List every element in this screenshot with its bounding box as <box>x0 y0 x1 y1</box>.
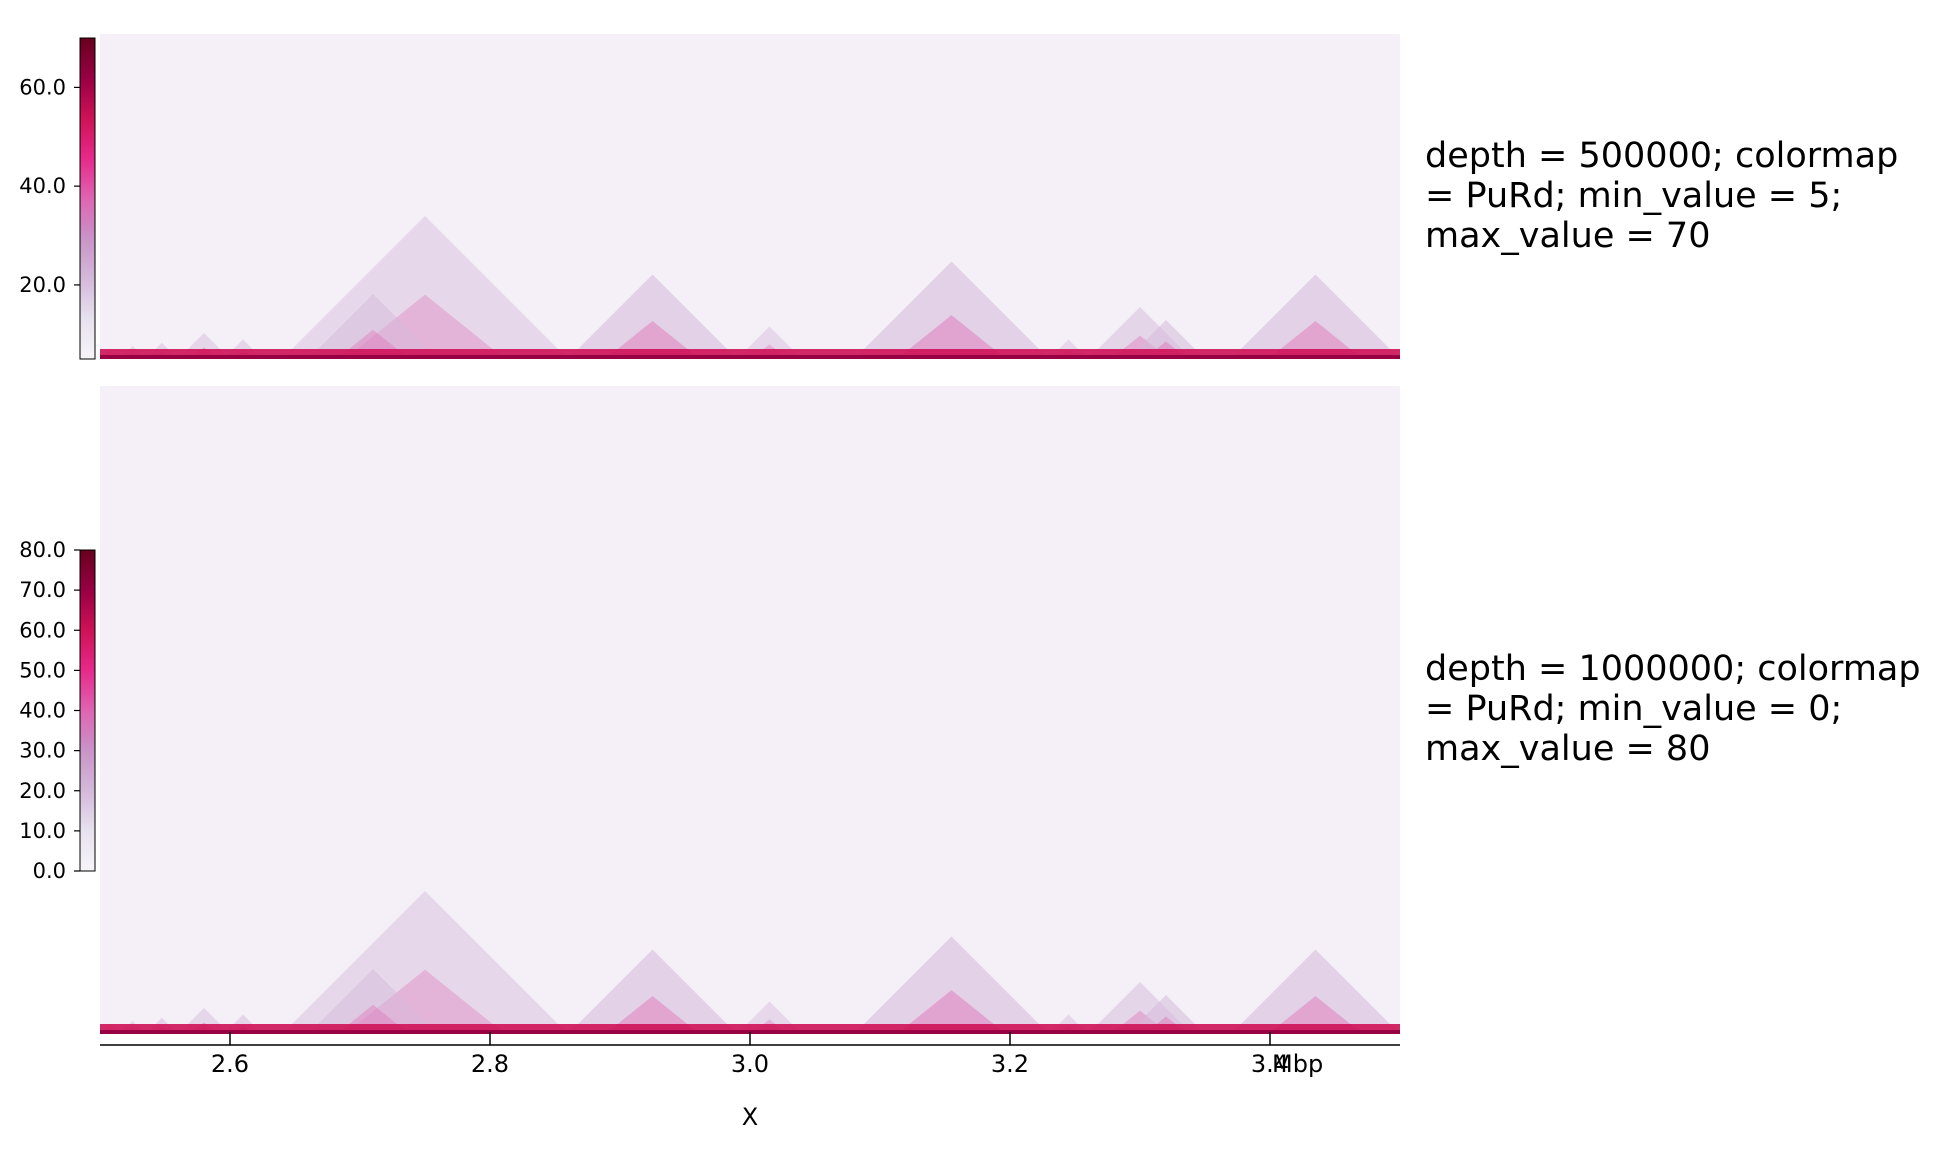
colorbar-2-ticks: 0.0 10.0 20.0 30.0 40.0 50.0 60.0 70.0 80.0 <box>19 538 80 883</box>
domain-core <box>896 315 1007 359</box>
colorbar-tick-label: 70.0 <box>19 578 66 602</box>
colorbar-tick-label: 20.0 <box>19 273 66 297</box>
domain-triangle <box>854 936 1049 1034</box>
colorbar-tick-label: 0.0 <box>33 859 66 883</box>
diagonal-band <box>100 1024 1400 1034</box>
colorbar-tick-label: 80.0 <box>19 538 66 562</box>
colorbar-tick-label: 60.0 <box>19 618 66 642</box>
colorbar-tick-label: 10.0 <box>19 819 66 843</box>
domain-triangle <box>1231 274 1400 359</box>
domain-triangle <box>1231 949 1400 1034</box>
domain-triangle <box>308 294 438 359</box>
track-2-label: depth = 1000000; colormap = PuRd; min_va… <box>1425 649 1932 769</box>
diagonal-band <box>100 349 1400 359</box>
x-tick-label: 3.0 <box>731 1050 769 1078</box>
colorbar-tick-label: 40.0 <box>19 174 66 198</box>
heatmap-2-background <box>100 386 1400 1034</box>
colorbar-tick-label: 20.0 <box>19 779 66 803</box>
x-axis-ticks: 2.6 2.8 3.0 3.2 3.4 <box>211 1032 1289 1078</box>
colorbar-1-ticks: 20.0 40.0 60.0 <box>19 75 80 297</box>
x-tick-label: 3.4 <box>1251 1050 1289 1078</box>
diagonal-core <box>100 355 1400 359</box>
heatmap-panel-2: 0.0 10.0 20.0 30.0 40.0 50.0 60.0 70.0 80.0 <box>19 386 1400 1034</box>
colorbar-tick-label: 30.0 <box>19 739 66 763</box>
heatmap-panel-1: 20.0 40.0 60.0 <box>19 34 1400 360</box>
colorbar-2 <box>79 549 96 872</box>
domain-triangle <box>854 261 1049 359</box>
domain-core <box>344 969 506 1034</box>
track-1-label: depth = 500000; colormap = PuRd; min_val… <box>1425 136 1910 256</box>
heatmap-1-domains <box>100 216 1400 359</box>
colorbar-1 <box>79 37 96 360</box>
domain-triangle <box>308 969 438 1034</box>
x-axis: 2.6 2.8 3.0 3.2 3.4 Mbp X <box>100 1032 1400 1131</box>
x-tick-label: 3.2 <box>991 1050 1029 1078</box>
domain-triangle <box>568 949 737 1034</box>
domain-triangle <box>568 274 737 359</box>
domain-core <box>344 294 506 359</box>
heatmap-1-background <box>100 34 1400 359</box>
domain-core <box>896 990 1007 1034</box>
domain-triangle <box>282 216 568 359</box>
colorbar-tick-label: 40.0 <box>19 699 66 723</box>
x-tick-label: 2.8 <box>471 1050 509 1078</box>
colorbar-tick-label: 50.0 <box>19 658 66 682</box>
colorbar-tick-label: 60.0 <box>19 75 66 99</box>
x-axis-label: X <box>742 1103 758 1131</box>
domain-triangle <box>282 891 568 1034</box>
x-axis-unit: Mbp <box>1272 1050 1323 1078</box>
x-tick-label: 2.6 <box>211 1050 249 1078</box>
